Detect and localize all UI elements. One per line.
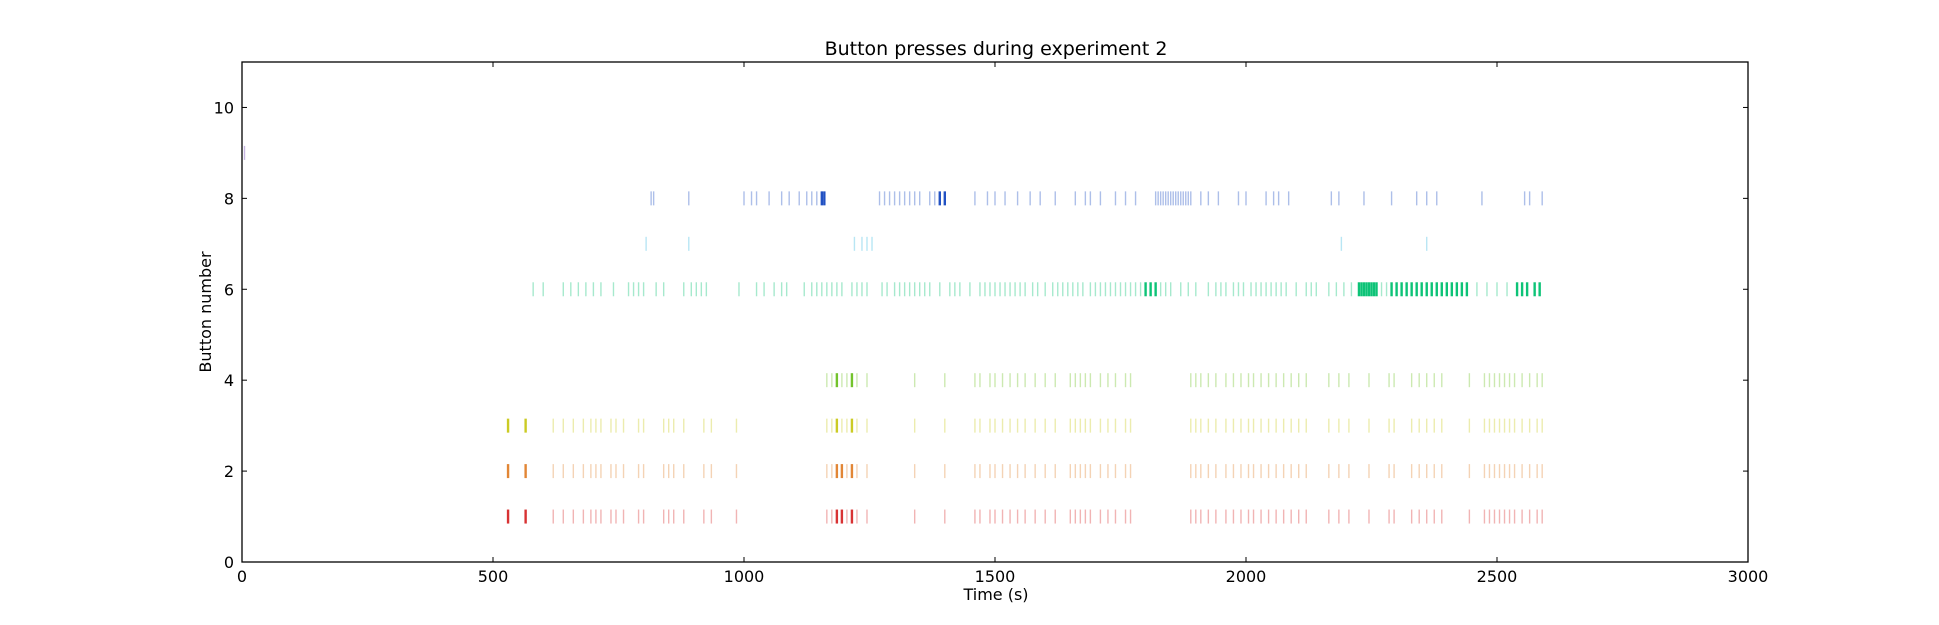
y-tick-label-5: 10	[214, 98, 234, 117]
x-tick-label-3: 1500	[975, 567, 1016, 586]
y-axis-ticks: 0 2 4 6 8 10	[214, 98, 1748, 572]
x-tick-label-5: 2500	[1477, 567, 1518, 586]
y-tick-label-1: 2	[224, 462, 234, 481]
x-axis-ticks: 0 500 1000 1500 2000 2500 3000	[237, 62, 1768, 586]
y-axis-label: Button number	[196, 251, 215, 373]
y-tick-label-0: 0	[224, 553, 234, 572]
x-tick-label-4: 2000	[1226, 567, 1267, 586]
x-tick-label-6: 3000	[1728, 567, 1769, 586]
x-axis-label: Time (s)	[962, 585, 1028, 604]
chart-title: Button presses during experiment 2	[825, 38, 1168, 60]
y-tick-label-2: 4	[224, 371, 234, 390]
plot-marks	[243, 145, 1543, 524]
x-tick-label-2: 1000	[724, 567, 765, 586]
plot-area-frame	[241, 61, 1749, 563]
x-tick-label-0: 0	[237, 567, 247, 586]
x-tick-label-1: 500	[478, 567, 509, 586]
y-tick-label-3: 6	[224, 280, 234, 299]
y-tick-label-4: 8	[224, 189, 234, 208]
